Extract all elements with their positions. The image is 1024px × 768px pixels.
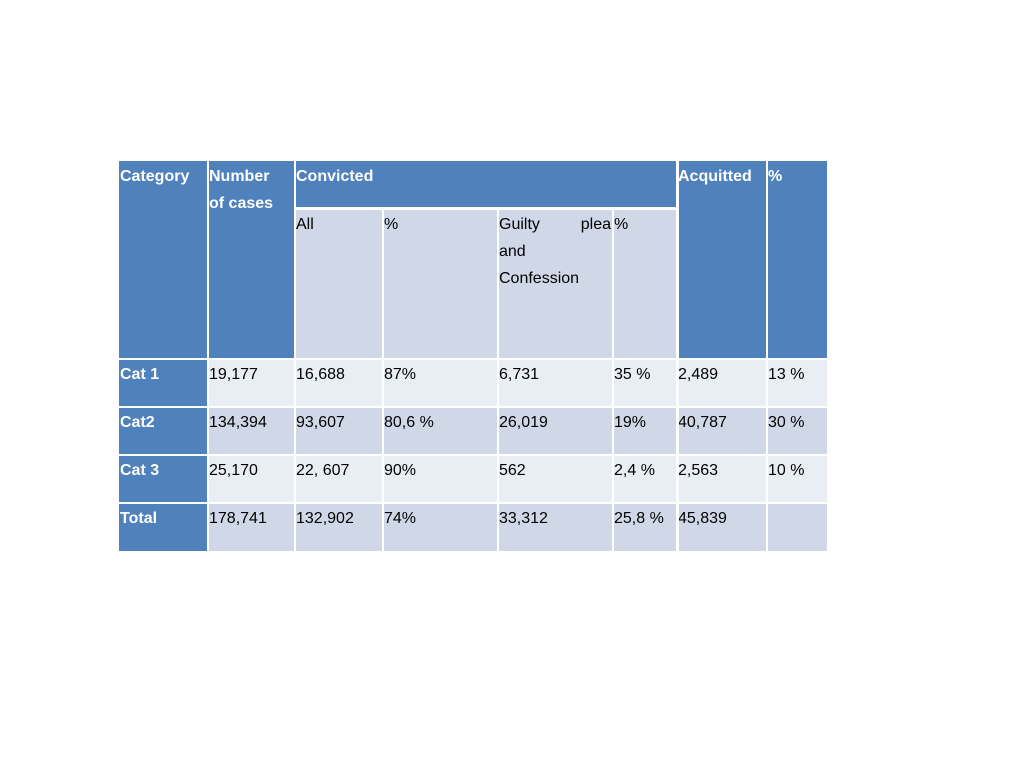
row-all: 16,688 [295,359,383,407]
grid-line [766,161,768,551]
row-category: Cat 3 [119,455,208,503]
row-pct: 80,6 % [383,407,498,455]
row-guilty: 33,312 [498,503,613,551]
plea-word: plea [580,216,611,233]
header-acquitted-pct: % [767,161,827,359]
subheader-guilty-plea: Guilty plea and Confession [498,209,613,359]
header-convicted: Convicted [295,161,677,209]
header-number-line2: of cases [209,195,274,212]
header-category: Category [119,161,208,359]
row-category: Cat2 [119,407,208,455]
row-guilty-pct: 25,8 % [613,503,677,551]
grid-line [382,209,384,551]
row-cases: 178,741 [208,503,295,551]
grid-line [295,207,679,210]
grid-line [119,502,827,504]
row-acquitted: 45,839 [677,503,767,551]
row-guilty: 26,019 [498,407,613,455]
row-guilty: 6,731 [498,359,613,407]
row-acquitted: 2,563 [677,455,767,503]
grid-line [676,161,679,551]
row-guilty-pct: 2,4 % [613,455,677,503]
row-pct: 74% [383,503,498,551]
row-category: Total [119,503,208,551]
row-cases: 19,177 [208,359,295,407]
statistics-table: Category Number of cases Convicted Acqui… [119,161,827,551]
row-guilty: 562 [498,455,613,503]
subheader-guilty-pct: % [613,209,677,359]
row-acquitted: 40,787 [677,407,767,455]
row-all: 22, 607 [295,455,383,503]
row-acquitted-pct: 30 % [767,407,827,455]
grid-line [119,406,827,408]
and-word: and [499,243,526,260]
grid-line [207,161,209,551]
confession-word: Confession [499,270,580,287]
grid-line [497,209,499,551]
row-acquitted: 2,489 [677,359,767,407]
grid-line [294,161,296,551]
row-all: 93,607 [295,407,383,455]
row-pct: 90% [383,455,498,503]
subheader-pct: % [383,209,498,359]
row-category: Cat 1 [119,359,208,407]
row-acquitted-pct: 10 % [767,455,827,503]
row-pct: 87% [383,359,498,407]
row-guilty-pct: 35 % [613,359,677,407]
row-cases: 25,170 [208,455,295,503]
grid-line [119,358,827,360]
row-guilty-pct: 19% [613,407,677,455]
row-cases: 134,394 [208,407,295,455]
header-number-of-cases: Number of cases [208,161,295,359]
row-all: 132,902 [295,503,383,551]
row-acquitted-pct [767,503,827,551]
grid-line [119,454,827,456]
row-acquitted-pct: 13 % [767,359,827,407]
header-number-line1: Number [209,168,270,185]
subheader-all: All [295,209,383,359]
grid-line [612,209,614,551]
header-acquitted: Acquitted [677,161,767,359]
guilty-word: Guilty [499,216,540,233]
